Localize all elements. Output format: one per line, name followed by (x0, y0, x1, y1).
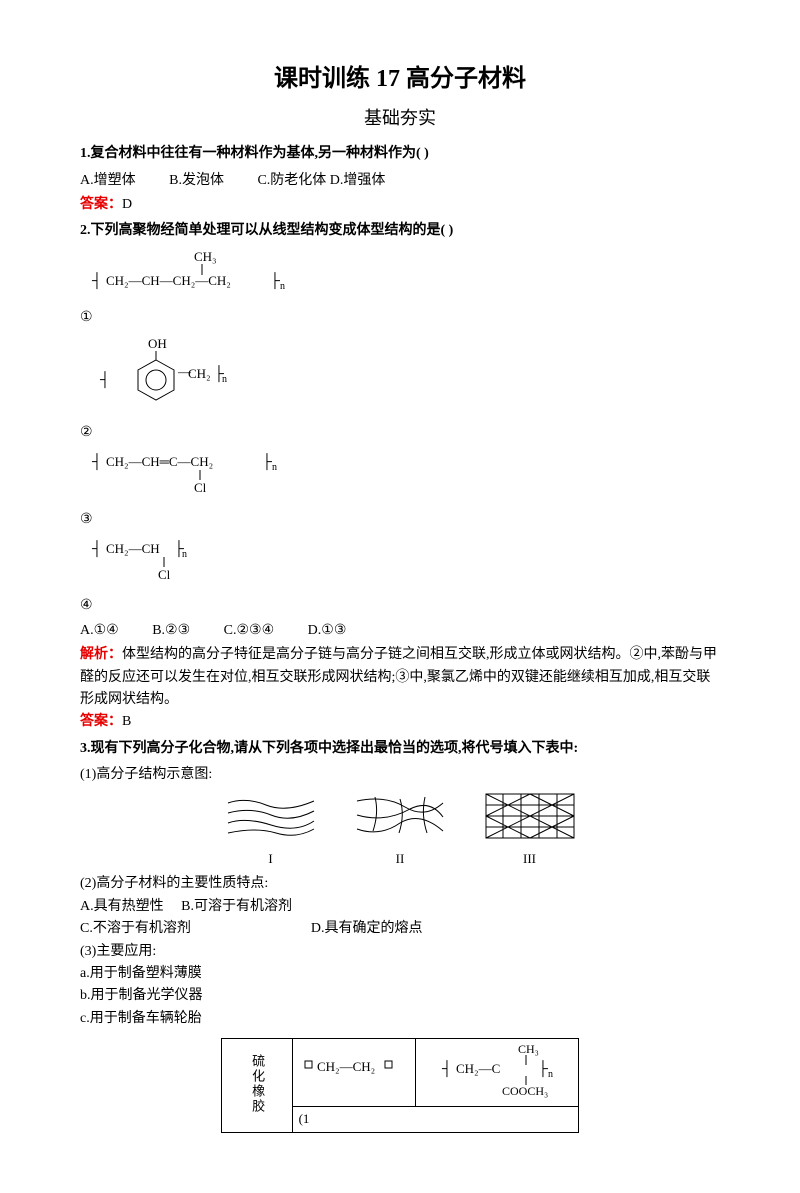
q3-table: 硫化橡胶 CH₂—CH₂ CH₃ ┤ CH₂—C ├ n COOCH₃ (1 (221, 1038, 578, 1133)
svg-text:n: n (272, 462, 277, 473)
svg-text:├: ├ (538, 1060, 548, 1078)
svg-text:CH₃: CH₃ (194, 249, 217, 264)
diagram-2 (355, 793, 445, 839)
table-col-header: 硫化橡胶 (222, 1039, 292, 1133)
q2-optC: C.②③④ (224, 620, 275, 642)
table-row2: (1 (292, 1106, 578, 1132)
q3-p2: (2)高分子材料的主要性质特点: (80, 873, 720, 895)
q2-formula-3: ┤ CH₂—CH═C—CH₂ ├ n Cl (92, 450, 720, 502)
q3-optC: C.不溶于有机溶剂D.具有确定的熔点 (80, 918, 720, 940)
diagram-3 (485, 793, 575, 839)
svg-text:CH₂—CH—CH₂—CH₂: CH₂—CH—CH₂—CH₂ (106, 273, 231, 288)
svg-text:n: n (222, 374, 227, 385)
q1-answer: 答案：D (80, 194, 720, 216)
q2-circ3: ③ (80, 509, 720, 531)
svg-text:n: n (182, 549, 187, 560)
q2-circ1: ① (80, 307, 720, 329)
q2-explain: 解析：体型结构的高分子特征是高分子链与高分子链之间相互交联,形成立体或网状结构。… (80, 644, 720, 711)
svg-text:┤: ┤ (441, 1060, 452, 1078)
q2-optA: A.①④ (80, 620, 119, 642)
q3-optA: A.具有热塑性 B.可溶于有机溶剂 (80, 896, 720, 918)
table-cell-right: CH₃ ┤ CH₂—C ├ n COOCH₃ (415, 1039, 578, 1107)
svg-text:CH₂—CH₂: CH₂—CH₂ (317, 1059, 375, 1074)
svg-text:CH₃: CH₃ (518, 1042, 539, 1056)
svg-text:OH: OH (148, 336, 167, 351)
svg-text:CH₂—CH═C—CH₂: CH₂—CH═C—CH₂ (106, 454, 213, 469)
q3-bb: b.用于制备光学仪器 (80, 985, 720, 1007)
q3-cc: c.用于制备车辆轮胎 (80, 1008, 720, 1030)
q1-optC: C.防老化体 D.增强体 (257, 170, 385, 192)
explain-label: 解析： (80, 647, 122, 662)
q2-optB: B.②③ (152, 620, 190, 642)
answer-label: 答案： (80, 714, 122, 729)
q1-stem: 1.复合材料中往往有一种材料作为基体,另一种材料作为( ) (80, 143, 720, 165)
q2-optD: D.①③ (308, 620, 347, 642)
q2-stem: 2.下列高聚物经简单处理可以从线型结构变成体型结构的是( ) (80, 220, 720, 242)
svg-text:CH₂—CH: CH₂—CH (106, 541, 160, 556)
q1-options: A.增塑体 B.发泡体 C.防老化体 D.增强体 (80, 170, 720, 192)
q3-diagrams: I II III (80, 793, 720, 872)
q2-formula-4: ┤ CH₂—CH ├ n Cl (92, 537, 720, 589)
svg-text:n: n (548, 1069, 553, 1080)
svg-text:Cl: Cl (194, 480, 207, 495)
q3-aa: a.用于制备塑料薄膜 (80, 963, 720, 985)
svg-text:├: ├ (262, 453, 272, 471)
svg-text:n: n (280, 281, 285, 292)
q1-optB: B.发泡体 (169, 170, 224, 192)
svg-text:Cl: Cl (158, 567, 171, 582)
svg-text:CH₂—C: CH₂—C (456, 1061, 500, 1076)
svg-text:┤: ┤ (91, 272, 102, 290)
svg-text:┤: ┤ (91, 540, 102, 558)
q1-optA: A.增塑体 (80, 170, 136, 192)
q2-answer: 答案：B (80, 711, 720, 733)
table-cell-left: CH₂—CH₂ (292, 1039, 415, 1107)
q3-stem: 3.现有下列高分子化合物,请从下列各项中选择出最恰当的选项,将代号填入下表中: (80, 738, 720, 760)
q2-circ2: ② (80, 422, 720, 444)
svg-text:├: ├ (270, 272, 280, 290)
main-title: 课时训练 17 高分子材料 (80, 60, 720, 98)
answer-label: 答案： (80, 197, 122, 212)
q2-formula-2: OH ┤ — CH₂ ├ n (92, 336, 720, 416)
svg-text:CH₂: CH₂ (188, 366, 211, 381)
q2-formula-1: CH₃ ┤ CH₂—CH—CH₂—CH₂ ├ n (92, 249, 720, 301)
subtitle: 基础夯实 (80, 104, 720, 133)
svg-text:┤: ┤ (99, 371, 110, 389)
q3-p3: (3)主要应用: (80, 941, 720, 963)
svg-text:COOCH₃: COOCH₃ (502, 1084, 548, 1098)
q3-p1: (1)高分子结构示意图: (80, 764, 720, 786)
q2-circ4: ④ (80, 595, 720, 617)
q2-options: A.①④ B.②③ C.②③④ D.①③ (80, 620, 720, 642)
diagram-1 (226, 793, 316, 839)
svg-text:┤: ┤ (91, 453, 102, 471)
